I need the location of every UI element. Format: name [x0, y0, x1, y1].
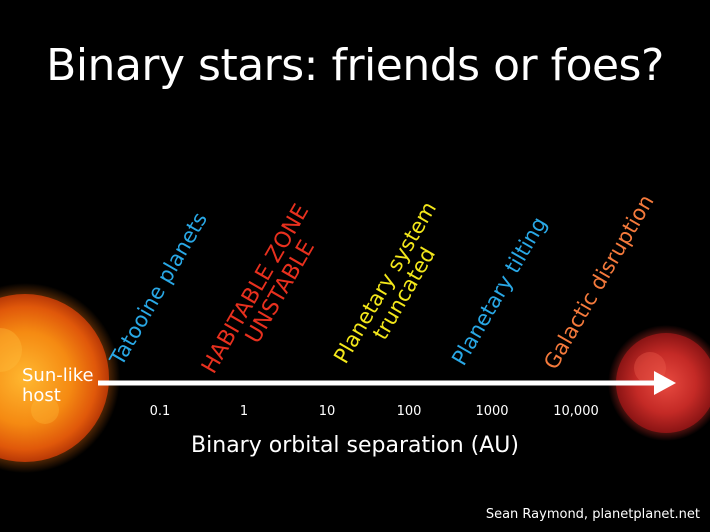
- host-label-line-2: host: [22, 384, 61, 406]
- credit-line: Sean Raymond, planetplanet.net: [485, 507, 700, 522]
- tick-label-10000: 10,000: [553, 404, 599, 419]
- tick-label-1: 1: [239, 404, 249, 419]
- tick-label-1000: 1000: [475, 404, 509, 419]
- host-label-line-1: Sun-like: [22, 365, 94, 386]
- tick-label-100: 100: [396, 404, 422, 419]
- tick-label-10: 10: [318, 404, 336, 419]
- tick-label-0-1: 0.1: [149, 404, 171, 419]
- axis-title: Binary orbital separation (AU): [191, 433, 519, 458]
- sun-like-host-label: Sun-like host: [22, 366, 94, 406]
- sun-like-host-star: [0, 283, 120, 473]
- separation-axis-arrow: [98, 371, 676, 395]
- slide-title: Binary stars: friends or foes?: [46, 40, 664, 91]
